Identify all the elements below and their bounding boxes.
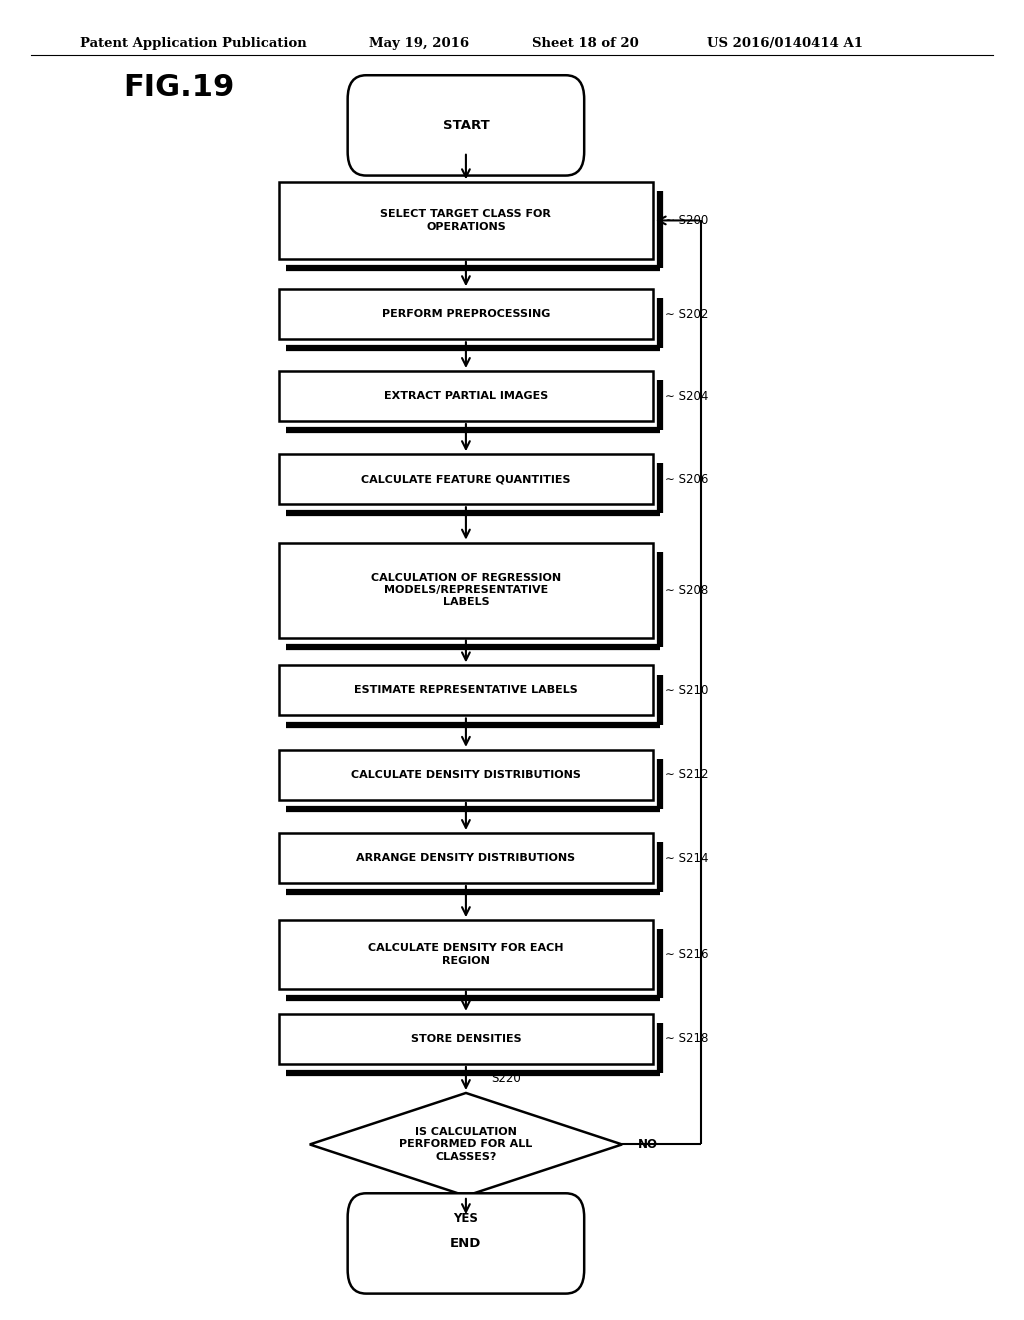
Bar [279,371,653,421]
Text: ∼ S218: ∼ S218 [666,1032,709,1045]
Text: ∼ S216: ∼ S216 [666,948,709,961]
Text: ∼ S200: ∼ S200 [666,214,709,227]
Text: US 2016/0140414 A1: US 2016/0140414 A1 [707,37,862,50]
Text: S220: S220 [492,1072,521,1085]
Bar [279,454,653,504]
Text: ARRANGE DENSITY DISTRIBUTIONS: ARRANGE DENSITY DISTRIBUTIONS [356,853,575,863]
Text: ∼ S202: ∼ S202 [666,308,709,321]
Text: Sheet 18 of 20: Sheet 18 of 20 [532,37,639,50]
Text: ∼ S210: ∼ S210 [666,684,709,697]
Text: ∼ S206: ∼ S206 [666,473,709,486]
FancyBboxPatch shape [348,75,584,176]
Text: IS CALCULATION
PERFORMED FOR ALL
CLASSES?: IS CALCULATION PERFORMED FOR ALL CLASSES… [399,1127,532,1162]
Bar [279,665,653,715]
Text: YES: YES [454,1212,478,1225]
Text: ∼ S204: ∼ S204 [666,389,709,403]
Text: EXTRACT PARTIAL IMAGES: EXTRACT PARTIAL IMAGES [384,391,548,401]
Text: START: START [442,119,489,132]
Text: ESTIMATE REPRESENTATIVE LABELS: ESTIMATE REPRESENTATIVE LABELS [354,685,578,696]
Text: May 19, 2016: May 19, 2016 [369,37,469,50]
Text: END: END [451,1237,481,1250]
Bar [279,182,653,259]
FancyBboxPatch shape [348,1193,584,1294]
Bar [279,1014,653,1064]
Text: CALCULATE DENSITY DISTRIBUTIONS: CALCULATE DENSITY DISTRIBUTIONS [351,770,581,780]
Text: ∼ S208: ∼ S208 [666,583,709,597]
Text: CALCULATION OF REGRESSION
MODELS/REPRESENTATIVE
LABELS: CALCULATION OF REGRESSION MODELS/REPRESE… [371,573,561,607]
Text: CALCULATE FEATURE QUANTITIES: CALCULATE FEATURE QUANTITIES [361,474,570,484]
Text: SELECT TARGET CLASS FOR
OPERATIONS: SELECT TARGET CLASS FOR OPERATIONS [381,210,551,231]
Text: STORE DENSITIES: STORE DENSITIES [411,1034,521,1044]
Bar [279,750,653,800]
Text: ∼ S212: ∼ S212 [666,768,709,781]
Text: ∼ S214: ∼ S214 [666,851,709,865]
Text: CALCULATE DENSITY FOR EACH
REGION: CALCULATE DENSITY FOR EACH REGION [369,944,563,965]
Bar [279,289,653,339]
Bar [279,833,653,883]
Bar [279,543,653,638]
Bar [279,920,653,989]
Text: FIG.19: FIG.19 [123,73,234,102]
Text: Patent Application Publication: Patent Application Publication [80,37,306,50]
Polygon shape [309,1093,623,1196]
Text: NO: NO [637,1138,657,1151]
Text: PERFORM PREPROCESSING: PERFORM PREPROCESSING [382,309,550,319]
